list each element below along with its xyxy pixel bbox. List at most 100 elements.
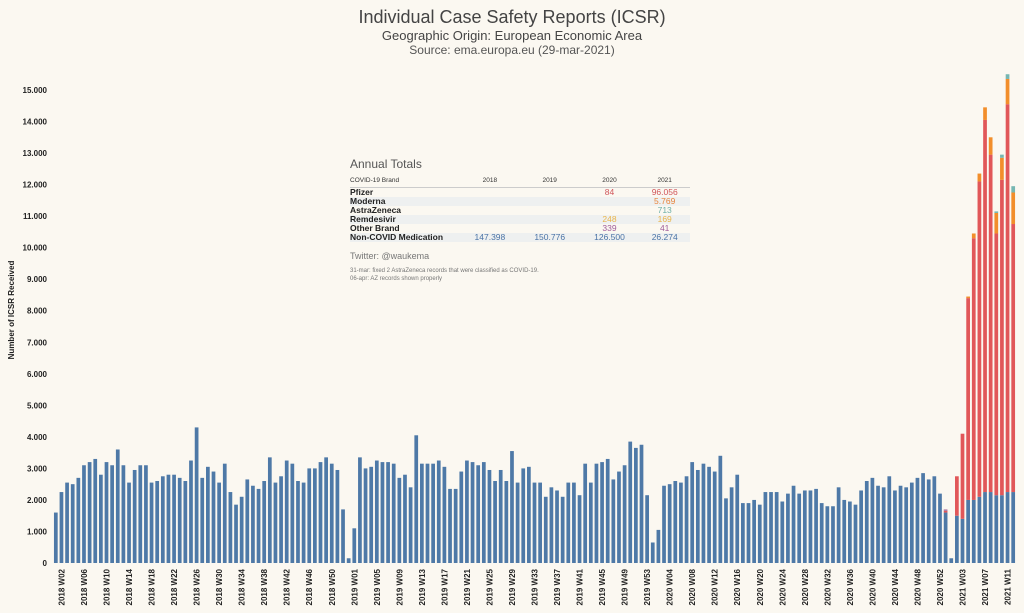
y-tick-label: 5.000 xyxy=(27,401,48,410)
bar-segment xyxy=(397,477,402,563)
x-tick-label: 2019 W13 xyxy=(418,568,427,605)
bar-segment xyxy=(983,119,987,493)
bar-segment xyxy=(943,512,948,563)
x-tick-label: 2020 W40 xyxy=(868,568,877,605)
bar-segment xyxy=(555,490,559,563)
x-tick-label: 2020 W28 xyxy=(801,568,810,605)
bar-segment xyxy=(746,503,751,563)
x-tick-label: 2020 W20 xyxy=(756,568,765,605)
bar-segment xyxy=(70,484,75,563)
x-tick-label: 2018 W30 xyxy=(215,568,224,605)
bar-segment xyxy=(949,558,954,563)
update-notes: 31-mar: fixed 2 AstraZeneca records that… xyxy=(350,267,692,283)
bar-segment xyxy=(774,492,779,563)
bar-segment xyxy=(769,492,773,563)
bar-segment xyxy=(819,503,824,563)
x-tick-label: 2019 W25 xyxy=(485,568,494,605)
bar-segment xyxy=(583,463,588,563)
bar-segment xyxy=(228,492,233,563)
chart-header: Individual Case Safety Reports (ICSR) Ge… xyxy=(0,6,1024,58)
x-tick-label: 2020 W48 xyxy=(913,568,922,605)
bar-segment xyxy=(898,485,903,563)
bar-segment xyxy=(470,462,475,563)
bar-segment xyxy=(144,465,148,563)
x-tick-label: 2018 W26 xyxy=(193,568,202,605)
total-cell xyxy=(520,206,580,215)
total-cell: 248 xyxy=(579,215,640,224)
brand-cell: Non-COVID Medication xyxy=(350,233,460,242)
y-tick-label: 8.000 xyxy=(27,307,48,316)
y-tick-label: 11.000 xyxy=(23,212,48,221)
bar-segment xyxy=(160,476,165,563)
bar-segment xyxy=(93,458,98,563)
y-tick-label: 2.000 xyxy=(27,496,48,505)
y-tick-label: 9.000 xyxy=(27,275,48,284)
bar-segment xyxy=(115,449,120,563)
bar-segment xyxy=(977,496,982,563)
x-tick-label: 2019 W37 xyxy=(553,568,562,605)
annual-totals-table: COVID-19 Brand 2018 2019 2020 2021 Pfizer 84 9… xyxy=(350,177,690,242)
x-tick-label: 2019 W45 xyxy=(598,568,607,605)
y-axis-ticks: 0 1.000 2.000 3.000 4.000 5.000 6.000 7.000 8.00… xyxy=(23,86,48,568)
bar-segment xyxy=(132,469,137,563)
table-row: AstraZeneca 713 xyxy=(350,206,690,215)
annual-totals-header-row: COVID-19 Brand 2018 2019 2020 2021 xyxy=(350,177,690,188)
x-tick-label: 2019 W09 xyxy=(395,568,404,605)
bar-segment xyxy=(515,482,520,563)
column-header-year: 2018 xyxy=(460,177,520,188)
bar-segment xyxy=(560,496,565,563)
x-tick-label: 2020 W52 xyxy=(936,568,945,605)
bar-segment xyxy=(296,481,300,563)
bar-segment xyxy=(217,482,221,563)
bar-segment xyxy=(831,506,835,563)
bar-segment xyxy=(1005,492,1010,563)
bar-segment xyxy=(408,487,413,563)
x-tick-label: 2021 W03 xyxy=(959,568,968,605)
bar-segment xyxy=(712,471,717,563)
total-cell: 339 xyxy=(602,223,617,233)
bar-segment xyxy=(380,462,385,563)
bar-segment xyxy=(1011,192,1016,225)
bar-segment xyxy=(881,487,886,563)
bar-segment xyxy=(786,493,790,563)
bar-segment xyxy=(966,499,970,563)
total-cell xyxy=(520,188,580,198)
bar-segment xyxy=(572,482,576,563)
brand-cell: AstraZeneca xyxy=(350,205,402,215)
total-cell xyxy=(519,215,580,224)
bar-segment xyxy=(1005,104,1010,493)
table-row: Moderna 5.769 xyxy=(350,197,690,206)
y-tick-label: 1.000 xyxy=(27,527,48,536)
bar-segment xyxy=(988,137,993,155)
x-tick-label: 2018 W42 xyxy=(283,568,292,605)
bar-segment xyxy=(994,233,999,496)
bar-segment xyxy=(1011,224,1016,493)
chart-title: Individual Case Safety Reports (ICSR) xyxy=(358,7,666,27)
bar-segment xyxy=(121,465,126,563)
bar-segment xyxy=(904,487,909,563)
bar-segment xyxy=(403,474,407,563)
bar-segment xyxy=(222,463,227,563)
bar-segment xyxy=(1000,179,1004,496)
y-axis-label: Number of ICSR Received xyxy=(7,261,16,360)
bar-segment xyxy=(656,529,661,563)
bar-segment xyxy=(149,482,154,563)
bar-segment xyxy=(1005,78,1010,105)
x-tick-label: 2020 W04 xyxy=(666,568,675,605)
bar-segment xyxy=(752,499,756,563)
bar-segment xyxy=(363,468,368,563)
bar-segment xyxy=(994,495,999,563)
bar-segment xyxy=(239,496,244,563)
column-header-year: 2020 xyxy=(579,177,640,188)
bar-segment xyxy=(955,476,959,516)
x-tick-label: 2021 W11 xyxy=(1004,568,1013,605)
table-row: Other Brand 339 41 xyxy=(350,224,690,233)
x-tick-label: 2018 W14 xyxy=(125,568,134,605)
bar-segment xyxy=(358,457,362,563)
bar-segment xyxy=(436,460,441,563)
x-tick-label: 2020 W32 xyxy=(823,568,832,605)
bar-segment xyxy=(971,233,976,239)
bar-segment xyxy=(251,485,255,563)
column-header-year: 2019 xyxy=(519,177,580,188)
bar-segment xyxy=(53,512,58,563)
